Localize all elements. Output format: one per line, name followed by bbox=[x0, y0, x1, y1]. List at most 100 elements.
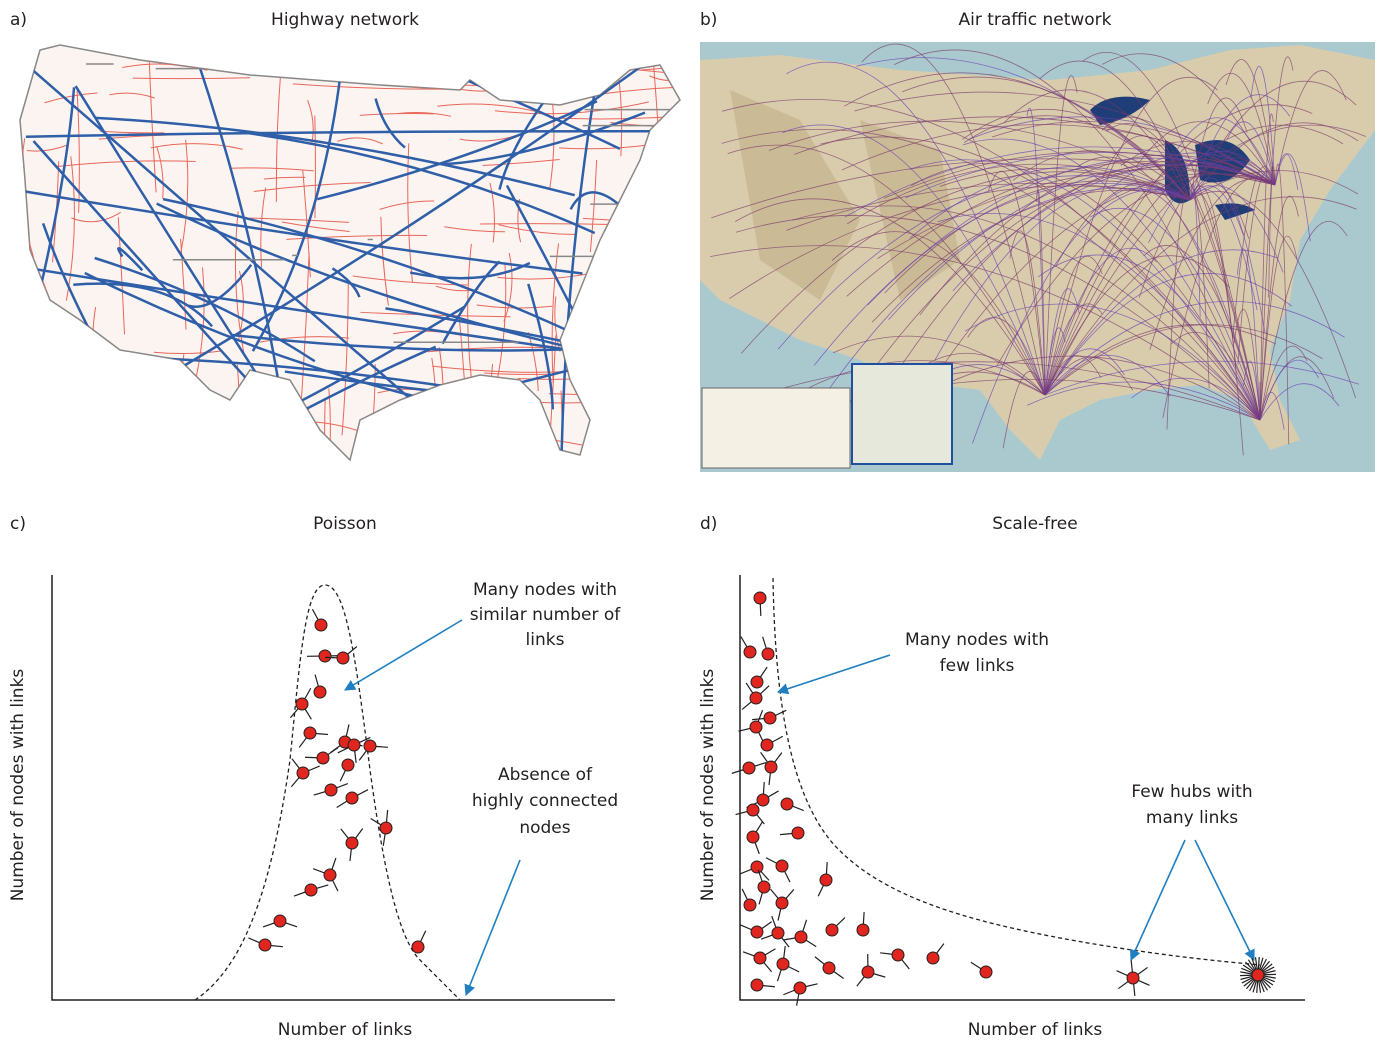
road bbox=[650, 278, 655, 411]
node bbox=[892, 949, 904, 961]
node bbox=[380, 822, 392, 834]
node bbox=[820, 874, 832, 886]
node bbox=[259, 939, 271, 951]
annotation: Many nodes with bbox=[473, 580, 617, 600]
node bbox=[862, 966, 874, 978]
road bbox=[178, 453, 181, 579]
node bbox=[750, 692, 762, 704]
road bbox=[246, 420, 253, 549]
air-traffic-map bbox=[700, 42, 1375, 472]
node bbox=[297, 767, 309, 779]
node bbox=[758, 881, 770, 893]
panel-label: c) bbox=[10, 514, 26, 534]
node bbox=[305, 884, 317, 896]
node bbox=[776, 897, 788, 909]
node bbox=[795, 931, 807, 943]
road bbox=[280, 431, 290, 472]
road bbox=[606, 329, 611, 470]
node bbox=[777, 958, 789, 970]
node bbox=[325, 784, 337, 796]
node bbox=[744, 899, 756, 911]
node bbox=[1252, 969, 1264, 981]
annotation: Absence of bbox=[498, 765, 593, 785]
road bbox=[93, 426, 216, 438]
node bbox=[750, 721, 762, 733]
road bbox=[70, 373, 75, 523]
panel-label: a) bbox=[10, 10, 27, 30]
arrow bbox=[345, 620, 462, 690]
road bbox=[327, 41, 378, 46]
x-axis-label: Number of links bbox=[278, 1020, 413, 1040]
figure: a) Highway network b) Air traffic networ… bbox=[0, 0, 1380, 1044]
annotation: Many nodes with bbox=[905, 630, 1049, 650]
arrow bbox=[1195, 840, 1254, 960]
node bbox=[776, 860, 788, 872]
node bbox=[781, 798, 793, 810]
road bbox=[45, 372, 54, 498]
road bbox=[151, 53, 258, 58]
node bbox=[296, 698, 308, 710]
node bbox=[751, 926, 763, 938]
road bbox=[591, 388, 698, 390]
node bbox=[315, 619, 327, 631]
road bbox=[597, 311, 679, 318]
node bbox=[980, 966, 992, 978]
node bbox=[757, 794, 769, 806]
road bbox=[430, 416, 438, 480]
node bbox=[765, 761, 777, 773]
road bbox=[586, 381, 595, 530]
node bbox=[324, 869, 336, 881]
road bbox=[637, 214, 640, 284]
annotation: many links bbox=[1146, 808, 1238, 828]
road bbox=[419, 445, 475, 451]
node bbox=[823, 962, 835, 974]
node bbox=[751, 979, 763, 991]
x-axis-label: Number of links bbox=[968, 1020, 1103, 1040]
highway bbox=[21, 264, 29, 283]
road bbox=[425, 455, 428, 610]
panel-title: Air traffic network bbox=[958, 10, 1111, 30]
node bbox=[337, 652, 349, 664]
y-axis-label: Number of nodes with links bbox=[698, 669, 718, 902]
highway-map bbox=[17, 41, 774, 611]
node bbox=[826, 924, 838, 936]
road bbox=[180, 409, 184, 487]
road bbox=[378, 411, 387, 561]
annotation: Few hubs with bbox=[1131, 782, 1252, 802]
road bbox=[629, 338, 637, 447]
road bbox=[118, 438, 123, 493]
panel-label: b) bbox=[700, 10, 717, 30]
node bbox=[1127, 972, 1139, 984]
road bbox=[488, 364, 493, 508]
node bbox=[274, 915, 286, 927]
arrow bbox=[778, 655, 890, 692]
node bbox=[319, 650, 331, 662]
annotation: highly connected bbox=[472, 791, 618, 811]
node bbox=[792, 827, 804, 839]
road bbox=[664, 176, 666, 329]
node bbox=[412, 941, 424, 953]
road bbox=[17, 400, 23, 445]
node bbox=[317, 752, 329, 764]
road bbox=[187, 420, 194, 541]
node bbox=[743, 762, 755, 774]
annotation: few links bbox=[940, 656, 1015, 676]
node bbox=[348, 739, 360, 751]
panel-label: d) bbox=[700, 514, 717, 534]
annotation: similar number of bbox=[470, 605, 622, 625]
node bbox=[761, 739, 773, 751]
node bbox=[857, 924, 869, 936]
node bbox=[314, 686, 326, 698]
road bbox=[308, 408, 310, 544]
road bbox=[480, 462, 486, 584]
node bbox=[744, 646, 756, 658]
node bbox=[754, 592, 766, 604]
node bbox=[764, 712, 776, 724]
node bbox=[794, 982, 806, 994]
node bbox=[304, 727, 316, 739]
panel-title: Poisson bbox=[313, 514, 377, 534]
panel-title: Scale-free bbox=[992, 514, 1077, 534]
road bbox=[139, 457, 143, 564]
node bbox=[342, 759, 354, 771]
node bbox=[747, 831, 759, 843]
